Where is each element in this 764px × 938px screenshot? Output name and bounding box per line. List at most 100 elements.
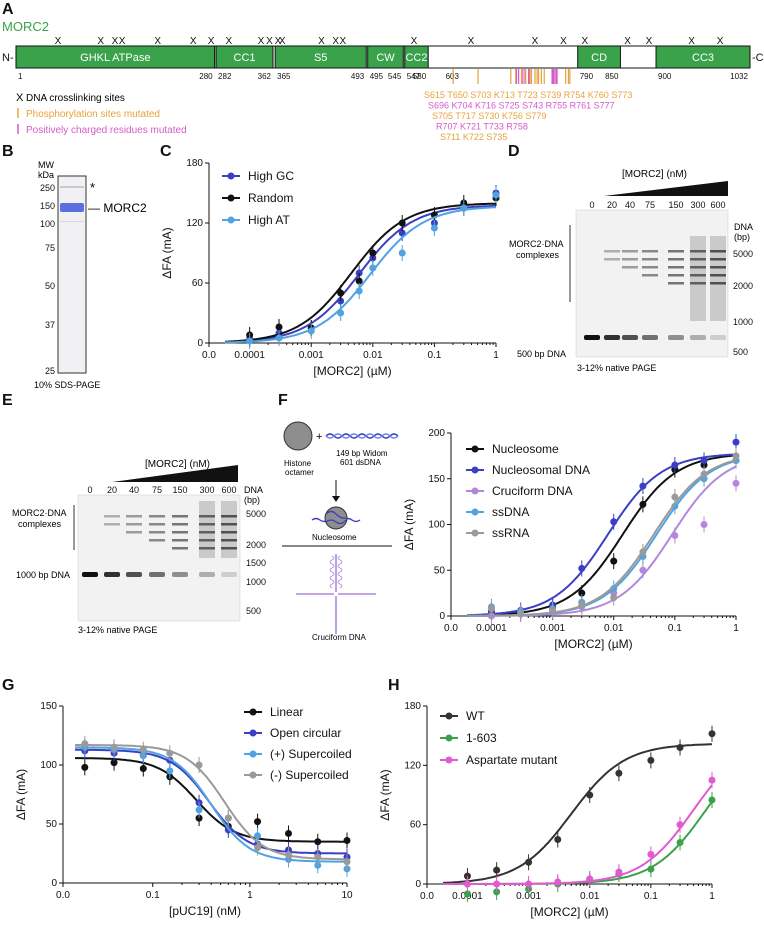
domain-name: CC2 [405,52,427,64]
x-tick-label: 0.1 [644,891,658,902]
complex-band [149,539,165,542]
gel-d-complex-2: complexes [516,250,560,260]
complex-band [149,531,165,534]
domain-start: 900 [658,72,672,81]
octamer-label-1: Histone [284,459,312,468]
gel-e-title: [MORC2] (nM) [145,459,210,470]
data-point [708,776,716,784]
complex-band [126,515,142,518]
data-point [492,191,500,199]
mutation-label-row: S615 T650 S703 K713 T723 S739 R754 K760 … [424,90,632,100]
complex-band [642,258,658,261]
ladder-label: 500 [246,606,261,616]
complex-band [172,531,188,534]
data-point [195,806,203,814]
legend-marker [445,734,453,742]
data-point [337,309,345,317]
free-dna-band [126,572,142,577]
y-axis-title: ΔFA (mA) [14,769,28,820]
legend-marker [471,487,479,495]
legend-marker [249,750,257,758]
sds-gel: MW kDa * — MORC2 250 150 100 75 50 37 25 10% S… [34,160,147,390]
complex-band [221,523,237,526]
panel-g-label: G [2,677,14,694]
gel-d-bp-axis: (bp) [734,232,750,242]
x-axis-title: [MORC2] (µM) [554,637,632,651]
data-point [676,838,684,846]
complex-band [199,531,215,534]
smear [690,236,706,321]
legend-label: 1-603 [466,731,497,745]
data-point [732,479,740,487]
gel-e-dna-axis: DNA [244,485,263,495]
legend-label: Nucleosome [492,442,559,456]
data-point [554,878,562,886]
data-point [615,769,623,777]
data-point [671,531,679,539]
fit-curve [466,459,737,617]
complex-band [690,266,706,269]
complex-band [221,515,237,518]
legend-marker [471,529,479,537]
complex-band [710,258,726,261]
domain-start: 282 [218,72,232,81]
data-point [307,327,315,335]
crosslink-mark: X [97,36,104,47]
x-tick-label: 0.0 [444,623,458,634]
data-point [676,744,684,752]
lane-label: 300 [690,200,705,210]
lane-label: 300 [199,485,214,495]
data-point [463,890,471,898]
x-tick-label: 1 [493,350,499,361]
complex-band [104,523,120,526]
domain-start: 790 [580,72,594,81]
x-tick-label: 0.0 [202,350,216,361]
free-dna-band [199,572,215,577]
complex-band [668,274,684,277]
legend-label: Open circular [270,726,341,740]
domain-box [15,45,216,69]
y-tick-label: 180 [186,158,203,169]
gel-e-bands [82,501,237,577]
complex-band [172,547,188,550]
mw-marker-label: 100 [40,219,55,229]
x-tick-label: 0.1 [668,623,682,634]
gel-d-caption: 3-12% native PAGE [577,363,656,373]
domain-end: 362 [258,72,272,81]
fit-curve [224,206,497,344]
gel-e-lane-labels: 0 20 40 75 150 300 600 [87,485,236,495]
data-point [586,875,594,883]
complex-band [126,531,142,534]
gel-d-lane-labels: 0 20 40 75 150 300 600 [589,200,725,210]
data-point [610,557,618,565]
data-point [639,500,647,508]
y-tick-label: 0 [51,878,57,889]
x-tick-label: 0.1 [427,350,441,361]
x-axis-title: [pUC19] (nM) [169,904,241,918]
legend-x-mark: X [16,92,24,104]
panel-h-label: H [388,677,400,694]
data-point [732,438,740,446]
y-tick-label: 150 [40,701,57,712]
data-point [246,337,254,345]
x-axis-title: [MORC2] (µM) [313,364,391,378]
data-point [398,249,406,257]
legend-label: (-) Supercoiled [270,768,349,782]
ladder-label: 1000 [733,317,753,327]
mw-marker-label: 250 [40,183,55,193]
arrow-head [332,496,340,502]
x-tick-label: 1 [709,891,715,902]
y-tick-label: 120 [186,218,203,229]
legend-label: Aspartate mutant [466,753,558,767]
legend-label: Nucleosomal DNA [492,463,590,477]
domain-end: 850 [605,72,619,81]
free-dna-band [149,572,165,577]
complex-band [690,258,706,261]
nucleosome-label: Nucleosome [312,533,357,542]
y-tick-label: 200 [428,428,445,439]
fit-curve [442,743,712,884]
free-dna-band [221,572,237,577]
y-axis-title: ΔFA (mA) [160,227,174,278]
fit-curve [75,746,347,863]
gel-d-wedge [604,181,728,196]
